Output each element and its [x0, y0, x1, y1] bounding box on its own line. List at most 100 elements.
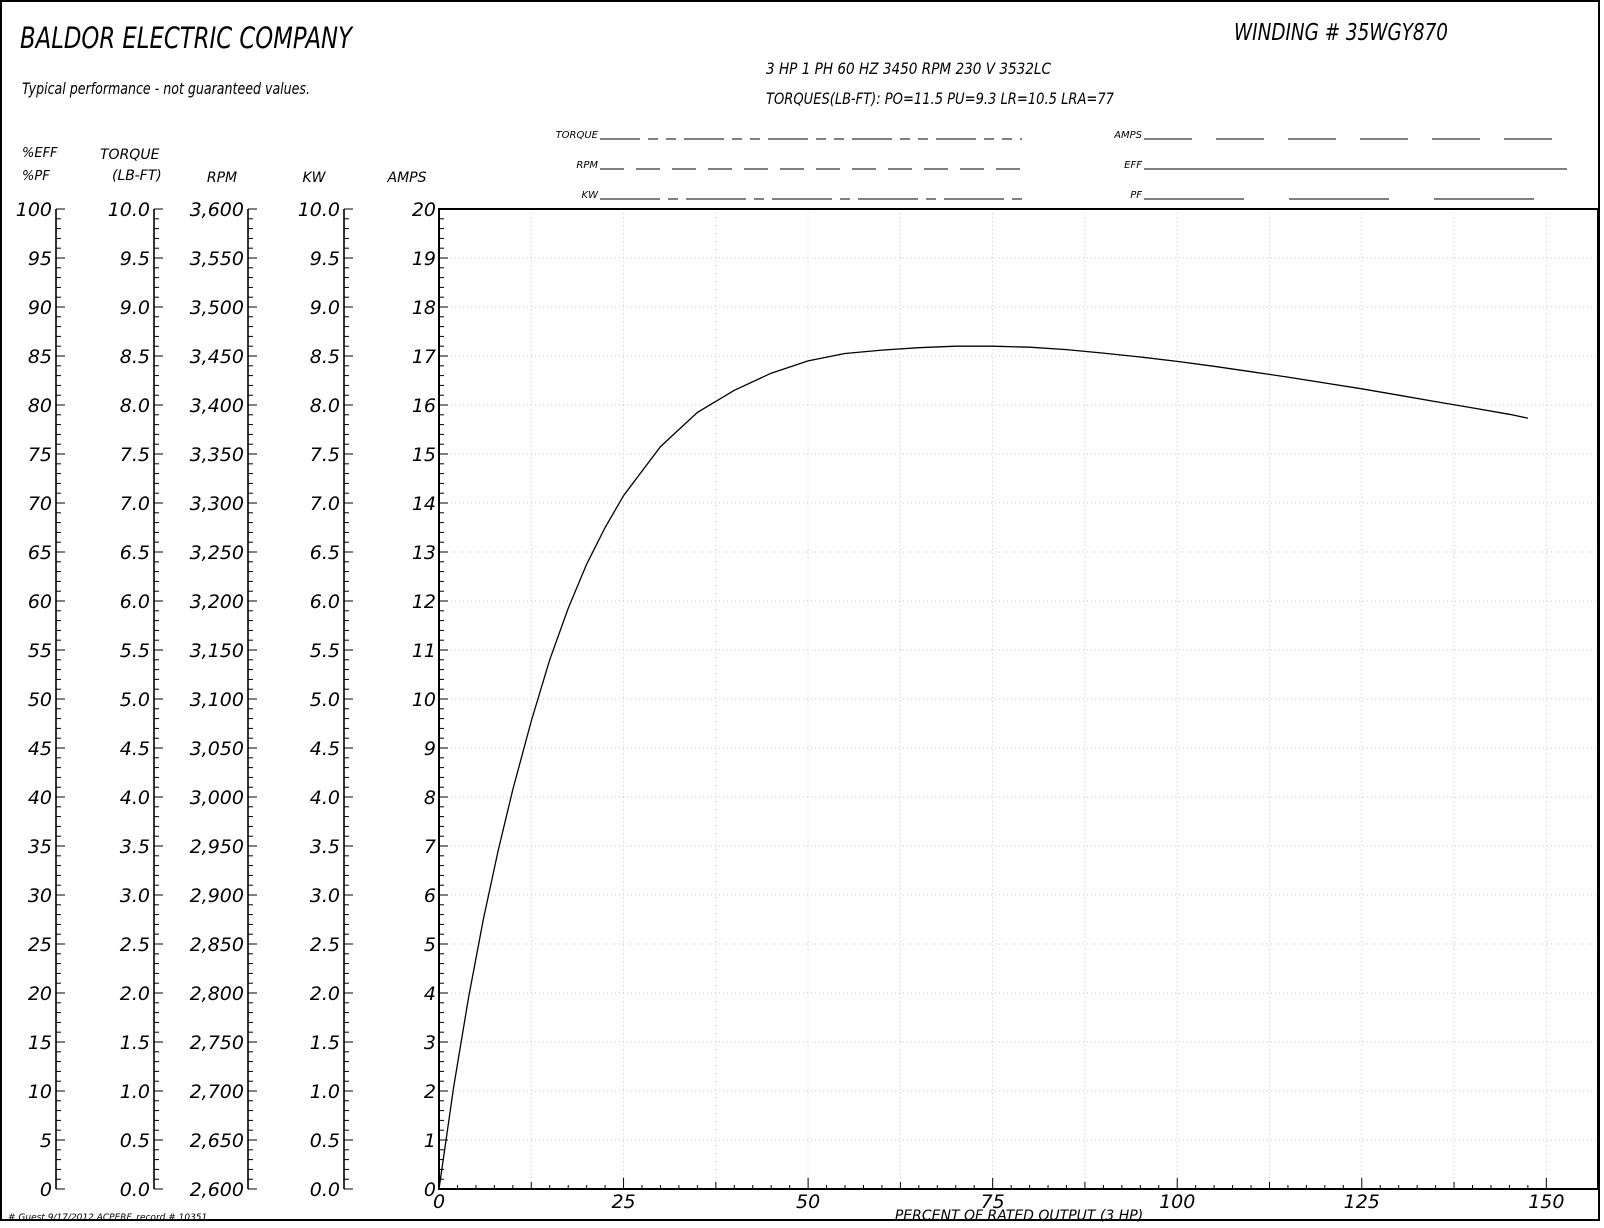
- amps-tick-label: 2: [424, 1081, 436, 1103]
- kw-tick-label: 7.0: [310, 493, 340, 515]
- rpm-tick-label: 3,450: [190, 346, 244, 368]
- kw-axis-title: KW: [302, 170, 326, 186]
- legend-kw-label: KW: [582, 190, 600, 201]
- torque-axis-title: TORQUE: [100, 147, 160, 163]
- x-axis-title: PERCENT OF RATED OUTPUT (3 HP): [895, 1208, 1143, 1223]
- torque-tick-label: 6.5: [120, 542, 150, 564]
- x-tick-label: 125: [1344, 1191, 1380, 1213]
- amps-tick-label: 20: [412, 199, 436, 221]
- kw-tick-label: 9.5: [310, 248, 340, 270]
- rpm-tick-label: 2,950: [190, 836, 244, 858]
- amps-tick-label: 7: [424, 836, 436, 858]
- torque-tick-label: 2.5: [120, 934, 150, 956]
- legend-rpm-label: RPM: [576, 160, 598, 171]
- kw-tick-label: 0.0: [310, 1179, 340, 1201]
- rpm-tick-label: 2,900: [190, 885, 244, 907]
- torque-tick-label: 4.0: [120, 787, 150, 809]
- legend-pf-label: PF: [1130, 190, 1142, 201]
- legend-eff-label: EFF: [1124, 160, 1142, 171]
- eff-pf-tick-label: 20: [28, 983, 52, 1005]
- rpm-tick-label: 3,300: [190, 493, 244, 515]
- amps-tick-label: 6: [424, 885, 436, 907]
- legend-amps-label: AMPS: [1113, 130, 1142, 141]
- rpm-axis-title: RPM: [207, 170, 237, 186]
- amps-tick-label: 17: [412, 346, 436, 368]
- legend-torque-label: TORQUE: [556, 130, 599, 141]
- eff-pf-tick-label: 45: [28, 738, 52, 760]
- amps-tick-label: 1: [424, 1130, 436, 1152]
- amps-tick-label: 19: [412, 248, 436, 270]
- kw-axis: 0.0 0.5 1.0 1.5 2.0 2.5 3.0 3.5 4.0 4.5 5.0 5.5 6.0 6…: [298, 199, 353, 1201]
- x-tick-label: 25: [611, 1191, 635, 1213]
- x-tick-label: 0: [433, 1191, 445, 1213]
- rpm-tick-label: 3,200: [190, 591, 244, 613]
- eff-pf-tick-label: 65: [28, 542, 52, 564]
- torque-tick-label: 1.5: [120, 1032, 150, 1054]
- amps-tick-label: 4: [424, 983, 436, 1005]
- eff-pf-tick-label: 15: [28, 1032, 52, 1054]
- torque-tick-label: 0.5: [120, 1130, 150, 1152]
- amps-tick-label: 8: [424, 787, 436, 809]
- amps-tick-label: 15: [412, 444, 436, 466]
- kw-tick-label: 6.5: [310, 542, 340, 564]
- rpm-tick-label: 3,250: [190, 542, 244, 564]
- torque-tick-label: 3.0: [120, 885, 150, 907]
- company-title: BALDOR ELECTRIC COMPANY: [20, 21, 354, 55]
- kw-tick-label: 3.0: [310, 885, 340, 907]
- torque-tick-label: 7.0: [120, 493, 150, 515]
- kw-tick-label: 8.5: [310, 346, 340, 368]
- plot-frame: [438, 208, 1599, 1190]
- rpm-tick-label: 2,700: [190, 1081, 244, 1103]
- eff-pf-tick-label: 90: [28, 297, 52, 319]
- eff-pf-tick-label: 25: [28, 934, 52, 956]
- rpm-tick-label: 2,750: [190, 1032, 244, 1054]
- footer-record: # Guest 9/17/2012 ACPERF, record # 10351: [8, 1213, 207, 1223]
- torque-axis-unit: (LB-FT): [112, 168, 162, 184]
- eff-pf-tick-label: 60: [28, 591, 52, 613]
- kw-tick-label: 3.5: [310, 836, 340, 858]
- rpm-tick-label: 3,050: [190, 738, 244, 760]
- eff-pf-tick-label: 85: [28, 346, 52, 368]
- pf-axis-title: %PF: [22, 169, 50, 184]
- torque-tick-label: 2.0: [120, 983, 150, 1005]
- rating-text: 3 HP 1 PH 60 HZ 3450 RPM 230 V 3532LC: [766, 59, 1052, 78]
- kw-tick-label: 4.5: [310, 738, 340, 760]
- eff-pf-tick-label: 50: [28, 689, 52, 711]
- rpm-tick-label: 2,850: [190, 934, 244, 956]
- kw-tick-label: 2.5: [310, 934, 340, 956]
- kw-tick-label: 5.5: [310, 640, 340, 662]
- torque-tick-label: 5.5: [120, 640, 150, 662]
- amps-axis-title: AMPS: [387, 170, 427, 186]
- amps-tick-label: 18: [412, 297, 436, 319]
- eff-pf-tick-label: 0: [40, 1179, 52, 1201]
- amps-tick-label: 13: [412, 542, 436, 564]
- x-tick-label: 75: [981, 1191, 1005, 1213]
- legend: TORQUE RPM KW AMPS EFF PF: [556, 130, 1567, 201]
- kw-tick-label: 4.0: [310, 787, 340, 809]
- rpm-tick-label: 2,800: [190, 983, 244, 1005]
- rpm-tick-label: 3,600: [190, 199, 244, 221]
- torque-axis: 0.0 0.5 1.0 1.5 2.0 2.5 3.0 3.5 4.0 4.5 5.0 5.5 6.0 6…: [108, 199, 163, 1201]
- rpm-tick-label: 3,500: [190, 297, 244, 319]
- x-tick-label: 50: [796, 1191, 820, 1213]
- axes: 0510152025303540455055606570758085909510…: [16, 199, 1565, 1213]
- amps-tick-label: 11: [412, 640, 436, 662]
- kw-tick-label: 9.0: [310, 297, 340, 319]
- kw-tick-label: 1.5: [310, 1032, 340, 1054]
- torque-tick-label: 4.5: [120, 738, 150, 760]
- eff-pf-tick-label: 80: [28, 395, 52, 417]
- rpm-tick-label: 2,650: [190, 1130, 244, 1152]
- eff-pf-tick-label: 30: [28, 885, 52, 907]
- eff-pf-tick-label: 70: [28, 493, 52, 515]
- eff-pf-tick-label: 55: [28, 640, 52, 662]
- torque-tick-label: 10.0: [108, 199, 150, 221]
- plot-grid: [439, 209, 1598, 1189]
- torque-tick-label: 5.0: [120, 689, 150, 711]
- torque-tick-label: 3.5: [120, 836, 150, 858]
- x-tick-label: 100: [1159, 1191, 1195, 1213]
- rpm-axis: 2,600 2,650 2,700 2,750 2,800 2,850 2,900 2,950…: [190, 199, 257, 1201]
- amps-tick-label: 16: [412, 395, 436, 417]
- torque-tick-label: 9.5: [120, 248, 150, 270]
